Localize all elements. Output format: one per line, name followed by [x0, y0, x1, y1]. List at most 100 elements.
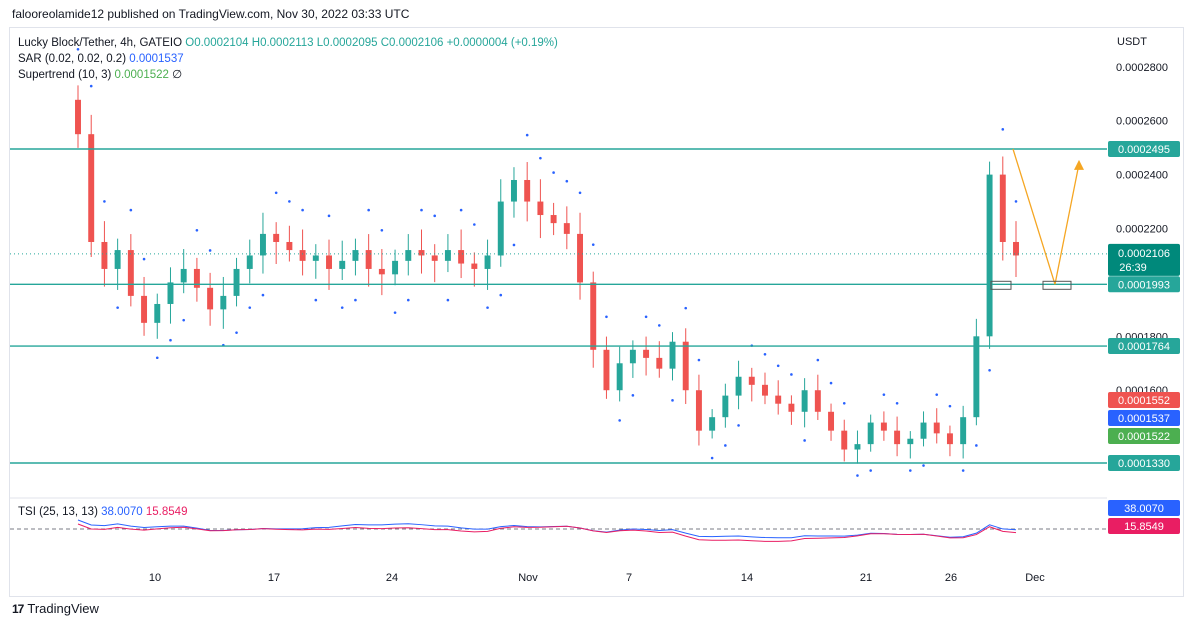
- symbol-label[interactable]: Lucky Block/Tether, 4h, GATEIO: [18, 37, 183, 49]
- sar-dot: [195, 228, 199, 232]
- candle-body: [312, 255, 319, 261]
- candle-body: [458, 250, 465, 264]
- sar-label[interactable]: SAR (0.02, 0.02, 0.2): [18, 53, 127, 65]
- candle-body: [999, 174, 1006, 242]
- sar-dot: [671, 399, 674, 402]
- footer-brand[interactable]: 17 TradingView: [12, 601, 99, 616]
- sar-dot: [499, 293, 503, 297]
- sar-dot: [909, 469, 912, 472]
- sar-dot: [406, 298, 410, 302]
- sar-dot: [142, 257, 146, 261]
- level-price-label: 0.0002495: [1118, 144, 1170, 156]
- candle-body: [643, 349, 650, 358]
- sar-dot: [327, 214, 331, 218]
- candle-body: [854, 444, 861, 450]
- sar-dot: [842, 401, 846, 405]
- sar-dot: [565, 179, 569, 183]
- sar-dot: [591, 243, 595, 246]
- sar-dot: [605, 315, 608, 319]
- sar-dot: [961, 469, 965, 472]
- sar-dot: [657, 324, 661, 327]
- candle-body: [960, 417, 967, 445]
- candle-body: [127, 250, 134, 296]
- sar-dot: [935, 393, 939, 396]
- sar-dot: [340, 306, 344, 309]
- candle-body: [167, 282, 174, 304]
- candle-body: [339, 260, 346, 269]
- projection-target-box: [1042, 280, 1072, 290]
- ohlc-values: O0.0002104 H0.0002113 L0.0002095 C0.0002…: [185, 37, 558, 49]
- sar-dot: [922, 464, 925, 467]
- supertrend-label[interactable]: Supertrend (10, 3): [18, 69, 112, 81]
- candle-body: [484, 255, 491, 269]
- supertrend-value: 0.0001522: [114, 69, 169, 81]
- candle-body: [775, 395, 782, 404]
- sar-dot: [869, 469, 872, 472]
- candle-body: [392, 260, 399, 275]
- sar-dot: [473, 223, 476, 226]
- candle-body: [828, 411, 835, 431]
- sar-dot: [486, 306, 489, 309]
- candle-body: [405, 250, 412, 261]
- candle-body: [550, 215, 557, 224]
- candle-body: [894, 430, 901, 445]
- candle-body: [656, 357, 663, 369]
- level-price-label: 0.0001993: [1118, 279, 1170, 291]
- candle-body: [299, 250, 306, 261]
- candle-body: [326, 255, 332, 269]
- candle-body: [986, 174, 993, 337]
- tsi-line: [77, 519, 1017, 539]
- candle-body: [524, 179, 531, 202]
- indicator-price-tag: [1108, 428, 1180, 444]
- candle-body: [722, 395, 729, 418]
- candle-body: [946, 433, 953, 445]
- footer-brand-label: TradingView: [27, 601, 99, 616]
- sar-dot: [433, 214, 437, 218]
- sar-dot: [459, 208, 463, 212]
- level-price-tag: [1108, 141, 1180, 157]
- chart-frame: [9, 27, 1184, 597]
- candle-body: [669, 341, 676, 369]
- sar-dot: [882, 393, 886, 396]
- candle-body: [682, 341, 689, 391]
- candle-body: [259, 233, 266, 256]
- level-price-label: 0.0001764: [1118, 341, 1170, 353]
- sar-dot: [737, 424, 740, 427]
- sar-dot: [631, 394, 635, 397]
- candle-body: [920, 422, 927, 439]
- candle-body: [207, 287, 214, 310]
- candle-body: [629, 349, 636, 364]
- sar-dot: [301, 208, 304, 212]
- candle-body: [841, 430, 848, 450]
- candle-body: [365, 250, 372, 269]
- y-tick-label: 0.0002600: [1116, 116, 1168, 128]
- y-tick-label: 0.0002800: [1116, 62, 1168, 74]
- tsi-signal-line: [77, 523, 1017, 542]
- projection-path[interactable]: [1012, 148, 1080, 285]
- sar-dot: [420, 208, 423, 212]
- candle-body: [880, 422, 887, 431]
- candle-body: [748, 376, 755, 385]
- tsi-label[interactable]: TSI (25, 13, 13): [18, 506, 98, 518]
- candle-body: [180, 268, 187, 283]
- sar-dot: [697, 358, 701, 362]
- breakout-box: [990, 280, 1012, 290]
- level-price-tag: [1108, 338, 1180, 355]
- tsi-legend: TSI (25, 13, 13) 38.0070 15.8549: [18, 506, 187, 518]
- indicator-price-label: 0.0001537: [1118, 413, 1170, 425]
- sar-dot: [988, 368, 991, 372]
- sar-dot: [856, 474, 859, 477]
- level-price-tag: [1108, 455, 1180, 471]
- sar-dot: [129, 208, 133, 212]
- chart-legend: Lucky Block/Tether, 4h, GATEIO O0.000210…: [18, 35, 558, 83]
- supertrend-suffix: ∅: [172, 69, 183, 81]
- indicator-price-tag: [1108, 410, 1180, 426]
- sar-dot: [763, 352, 767, 356]
- candle-body: [444, 250, 451, 261]
- indicator-price-label: 0.0001552: [1118, 395, 1170, 407]
- candle-body: [973, 336, 980, 418]
- y-tick-label: 0.0002400: [1116, 170, 1168, 182]
- candle-body: [497, 201, 504, 256]
- candle-body: [762, 384, 768, 396]
